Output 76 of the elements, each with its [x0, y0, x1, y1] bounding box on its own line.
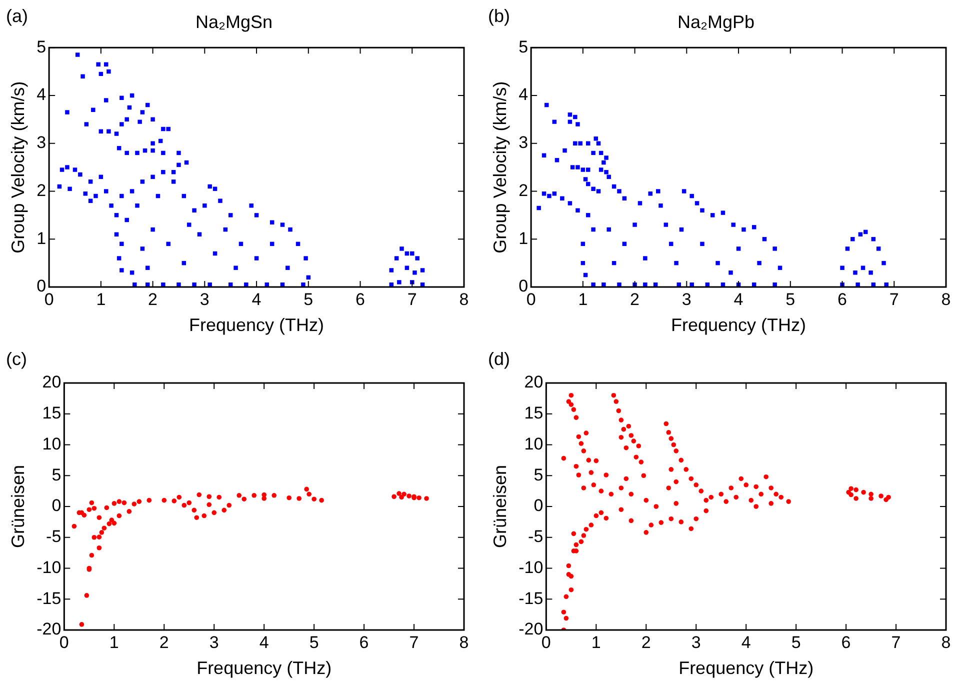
- x-tick-label: 4: [741, 632, 751, 652]
- y-tick-label: 1: [36, 228, 46, 248]
- y-tick-label: 10: [524, 434, 544, 454]
- y-tick-label: -15: [518, 588, 544, 608]
- x-tick-label: 3: [682, 290, 692, 309]
- x-tick-label: 8: [941, 632, 951, 652]
- y-axis-title: Grüneisen: [490, 464, 510, 548]
- y-tick-label: 15: [42, 404, 62, 423]
- y-tick-label: 0: [52, 496, 62, 516]
- y-tick-label: -15: [36, 588, 62, 608]
- y-tick-label: 5: [518, 37, 528, 56]
- text: (a): [6, 6, 28, 26]
- x-tick-label: 5: [309, 632, 319, 652]
- x-axis-title: Frequency (THz): [196, 658, 332, 678]
- x-axis-title: Frequency (THz): [671, 315, 806, 336]
- x-tick-label: 7: [409, 632, 419, 652]
- x-tick-label: 7: [407, 290, 417, 309]
- x-tick-label: 1: [578, 290, 588, 309]
- y-tick-label: -20: [36, 620, 62, 639]
- x-tick-label: 5: [791, 632, 801, 652]
- x-tick-label: 8: [459, 632, 469, 652]
- x-tick-label: 7: [891, 632, 901, 652]
- x-tick-label: 4: [252, 290, 262, 309]
- y-tick-label: 2: [518, 180, 528, 200]
- x-tick-label: 4: [734, 290, 744, 309]
- y-tick-label: -10: [518, 558, 544, 577]
- y-tick-label: 0: [534, 496, 544, 516]
- y-tick-label: -5: [46, 527, 62, 546]
- y-tick-label: 1: [518, 228, 528, 248]
- x-tick-label: 1: [96, 290, 106, 309]
- x-tick-label: 1: [591, 632, 601, 652]
- x-tick-label: 2: [159, 632, 169, 652]
- chart-title: Na₂MgSn: [195, 12, 273, 32]
- text: (c): [6, 348, 27, 369]
- x-tick-label: 8: [459, 290, 469, 309]
- x-tick-label: 7: [889, 290, 899, 309]
- y-tick-label: -20: [518, 620, 544, 639]
- y-tick-label: 3: [36, 133, 46, 152]
- y-tick-label: 2: [36, 180, 46, 200]
- x-tick-label: 6: [359, 632, 369, 652]
- y-tick-label: -5: [528, 527, 544, 546]
- x-tick-label: 1: [109, 632, 119, 652]
- y-tick-label: 20: [524, 372, 544, 392]
- y-axis-title: Group Velocity (km/s): [8, 81, 28, 254]
- y-axis-title: Grüneisen: [8, 464, 28, 548]
- x-tick-label: 6: [841, 632, 851, 652]
- y-tick-label: -10: [36, 558, 62, 577]
- y-tick-label: 5: [52, 465, 62, 484]
- x-tick-label: 2: [148, 290, 158, 309]
- y-tick-label: 4: [518, 85, 528, 104]
- x-tick-label: 6: [356, 290, 365, 309]
- x-tick-label: 5: [786, 290, 796, 309]
- chart-title: Na₂MgPb: [677, 12, 755, 32]
- text: (b): [488, 6, 510, 26]
- y-tick-label: 3: [518, 133, 528, 152]
- y-tick-label: 15: [524, 404, 544, 423]
- y-tick-label: 0: [518, 276, 528, 296]
- text: (d): [488, 348, 510, 369]
- y-tick-label: 4: [36, 85, 46, 104]
- x-tick-label: 3: [200, 290, 210, 309]
- y-tick-label: 5: [534, 465, 544, 484]
- x-tick-label: 4: [259, 632, 269, 652]
- x-tick-label: 8: [941, 290, 951, 309]
- x-tick-label: 2: [641, 632, 651, 652]
- x-axis-title: Frequency (THz): [678, 658, 814, 678]
- x-axis-title: Frequency (THz): [189, 315, 324, 336]
- y-tick-label: 0: [36, 276, 46, 296]
- y-tick-label: 10: [42, 434, 62, 454]
- y-tick-label: 5: [36, 37, 46, 56]
- x-tick-label: 5: [304, 290, 314, 309]
- y-axis-title: Group Velocity (km/s): [490, 81, 510, 254]
- x-tick-label: 6: [838, 290, 847, 309]
- y-tick-label: 20: [42, 372, 62, 392]
- x-tick-label: 2: [630, 290, 640, 309]
- x-tick-label: 3: [209, 632, 219, 652]
- x-tick-label: 3: [691, 632, 701, 652]
